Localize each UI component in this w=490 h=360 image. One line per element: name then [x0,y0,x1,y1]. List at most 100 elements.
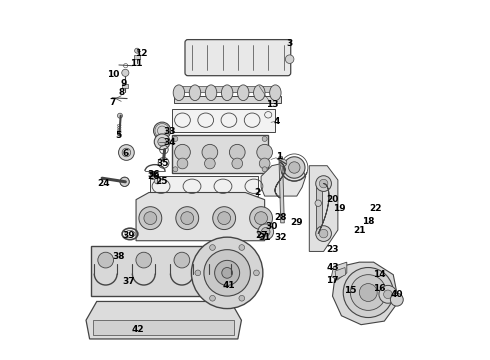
Circle shape [249,207,272,230]
Circle shape [210,245,215,250]
Circle shape [177,158,188,169]
Circle shape [239,296,245,301]
Circle shape [173,136,178,141]
Circle shape [174,144,190,160]
Polygon shape [136,193,265,241]
Circle shape [350,275,386,310]
Text: 2: 2 [254,188,261,197]
Text: 37: 37 [122,277,135,286]
Text: 7: 7 [110,98,116,107]
Text: 8: 8 [119,88,125,97]
Circle shape [139,207,162,230]
Circle shape [384,290,392,298]
Circle shape [153,122,171,139]
Text: 42: 42 [131,325,144,334]
Circle shape [359,284,377,301]
Polygon shape [261,162,306,196]
Text: 1: 1 [276,152,282,161]
Circle shape [258,224,273,240]
Bar [173,96,281,103]
Bar [150,176,258,196]
Circle shape [174,252,190,268]
Text: 25: 25 [155,177,167,186]
Circle shape [253,270,259,276]
Text: 40: 40 [391,290,403,299]
Circle shape [212,252,228,268]
Text: 11: 11 [130,59,142,68]
Circle shape [192,237,263,309]
Text: 18: 18 [362,217,374,226]
Circle shape [122,69,129,76]
Ellipse shape [205,85,217,100]
Circle shape [144,212,157,225]
Text: 26: 26 [147,172,160,181]
Text: 43: 43 [326,263,339,272]
Circle shape [135,48,140,53]
Circle shape [154,177,161,184]
Text: 19: 19 [333,204,346,213]
Circle shape [176,207,198,230]
Text: 34: 34 [164,138,176,147]
Circle shape [259,158,270,169]
Text: 35: 35 [157,159,169,168]
Text: 13: 13 [266,100,278,109]
Text: 9: 9 [121,79,127,88]
Text: 22: 22 [369,204,382,213]
Text: 10: 10 [107,70,119,79]
Polygon shape [335,267,346,279]
Text: 28: 28 [274,213,287,222]
Circle shape [202,144,218,160]
Text: 36: 36 [147,170,160,179]
Bar [92,246,234,296]
Circle shape [255,212,268,225]
Text: 24: 24 [98,179,110,188]
Text: 16: 16 [373,284,385,293]
Circle shape [285,55,294,63]
Circle shape [120,177,129,186]
Circle shape [262,167,267,172]
Bar [181,86,273,93]
Circle shape [215,260,240,285]
Circle shape [119,145,134,160]
Ellipse shape [189,85,201,100]
Polygon shape [333,262,398,325]
Circle shape [232,158,243,169]
Text: 32: 32 [274,233,287,242]
Text: 14: 14 [373,270,385,279]
Polygon shape [86,301,242,339]
Text: 20: 20 [326,195,339,204]
Circle shape [213,207,236,230]
Circle shape [391,293,403,306]
Circle shape [136,252,151,268]
Text: 6: 6 [122,149,128,158]
Circle shape [195,270,201,276]
Text: 33: 33 [164,127,176,136]
Circle shape [222,267,232,278]
Text: 17: 17 [326,275,339,284]
Text: 12: 12 [135,49,147,58]
Text: 4: 4 [274,117,280,126]
Bar [134,55,140,59]
Circle shape [343,267,393,318]
Circle shape [210,296,215,301]
Ellipse shape [270,85,281,100]
Text: 41: 41 [222,281,235,290]
Circle shape [319,179,328,188]
Circle shape [289,162,300,173]
Polygon shape [331,262,347,280]
Circle shape [218,212,231,225]
Bar [172,135,268,173]
Circle shape [204,249,250,296]
Text: 5: 5 [115,131,122,140]
Text: 3: 3 [287,39,293,48]
Circle shape [379,285,397,303]
Circle shape [262,228,270,236]
Polygon shape [309,166,338,251]
Ellipse shape [221,85,233,100]
Circle shape [158,138,167,146]
Bar [93,320,234,336]
Text: 38: 38 [112,252,124,261]
Circle shape [229,144,245,160]
Text: 39: 39 [122,231,135,240]
Circle shape [257,144,272,160]
